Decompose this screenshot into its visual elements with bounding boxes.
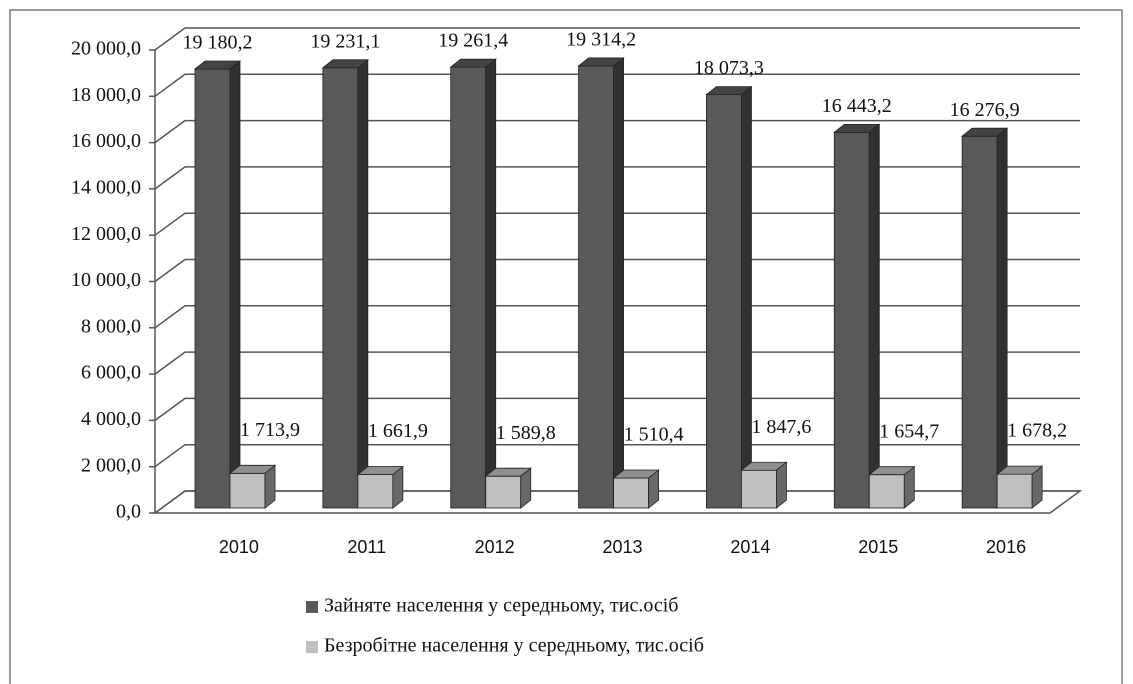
y-tick-label: 18 000,0 <box>71 84 141 106</box>
bar-top <box>228 464 277 474</box>
bar <box>449 58 497 509</box>
bar-front <box>961 135 998 509</box>
y-tick-label: 4 000,0 <box>81 408 141 430</box>
bar-top <box>484 467 532 477</box>
bar-front <box>485 475 522 509</box>
bar <box>833 123 881 509</box>
data-label: 16 276,9 <box>950 99 1020 121</box>
grid-line <box>154 351 1080 375</box>
grid-line <box>154 305 1080 329</box>
y-tick-label: 8 000,0 <box>81 315 141 337</box>
bar-front <box>357 474 394 509</box>
data-label: 19 261,4 <box>438 30 508 52</box>
bar-top <box>612 469 660 479</box>
bar-top <box>961 127 1009 137</box>
x-tick-label: 2015 <box>858 537 898 557</box>
bar-side <box>868 123 880 509</box>
bar <box>321 58 369 509</box>
x-tick-label: 2011 <box>347 537 386 557</box>
data-label: 18 073,3 <box>694 57 764 79</box>
bar-side <box>996 127 1008 509</box>
bar <box>996 465 1044 509</box>
bar-top <box>356 466 404 475</box>
bar-top <box>577 57 625 67</box>
y-tick-label: 20 000,0 <box>71 38 141 60</box>
y-tick-label: 14 000,0 <box>71 176 141 198</box>
bar-front <box>322 67 359 509</box>
grid-line <box>154 212 1080 236</box>
bar-front <box>229 472 266 509</box>
y-tick-label: 10 000,0 <box>71 269 141 291</box>
bar <box>868 465 916 509</box>
data-label: 1 847,6 <box>751 416 811 438</box>
bar-side <box>229 60 241 509</box>
bar-top <box>449 58 497 68</box>
y-tick-label: 0,0 <box>116 501 141 523</box>
grid-line <box>154 119 1080 144</box>
bar-top <box>868 466 916 476</box>
bar-front <box>996 473 1033 509</box>
data-label: 1 589,8 <box>496 422 556 444</box>
x-tick-label: 2010 <box>219 537 259 557</box>
bar <box>612 469 660 509</box>
bar-top <box>996 465 1044 475</box>
bar <box>484 467 532 509</box>
x-tick-label: 2016 <box>986 537 1026 557</box>
bar-front <box>833 131 870 509</box>
grid-line <box>154 166 1080 190</box>
legend-swatch <box>306 641 318 653</box>
bar-side <box>613 57 624 509</box>
bar-side <box>741 85 752 509</box>
data-label: 19 180,2 <box>183 32 253 54</box>
bar-front <box>741 469 777 509</box>
data-label: 16 443,2 <box>822 95 892 117</box>
y-tick-label: 2 000,0 <box>81 454 141 476</box>
bar-top <box>193 60 242 70</box>
x-tick-label: 2012 <box>475 537 515 557</box>
bar <box>193 60 242 509</box>
bar <box>228 464 277 509</box>
x-tick-label: 2014 <box>730 537 770 557</box>
grid-line <box>154 397 1080 422</box>
data-label: 1 678,2 <box>1007 420 1067 442</box>
data-label: 1 661,9 <box>368 420 428 442</box>
legend-label: Безробітне населення у середньому, тис.о… <box>324 635 704 657</box>
bar-front <box>868 474 905 509</box>
data-label: 1 654,7 <box>879 420 939 442</box>
bar-front <box>613 477 649 509</box>
bar-top <box>833 123 881 133</box>
bar-side <box>357 58 369 509</box>
data-label: 1 510,4 <box>624 424 684 446</box>
bar-top <box>705 86 753 96</box>
bar <box>740 461 788 509</box>
y-tick-label: 12 000,0 <box>71 223 141 245</box>
bar-front <box>578 65 614 509</box>
grid-line <box>154 73 1080 97</box>
data-label: 1 713,9 <box>240 419 300 441</box>
bar-top <box>740 461 788 471</box>
y-tick-label: 6 000,0 <box>81 362 141 384</box>
bar <box>577 57 625 509</box>
bar <box>356 465 404 509</box>
bar-front <box>194 68 231 509</box>
bar-front <box>706 94 742 509</box>
data-label: 19 231,1 <box>310 30 380 52</box>
grid-line <box>154 443 1080 468</box>
bar <box>961 127 1009 509</box>
x-tick-label: 2013 <box>602 537 642 557</box>
bar-side <box>485 58 497 509</box>
y-tick-label: 16 000,0 <box>71 130 141 152</box>
data-label: 19 314,2 <box>566 28 636 50</box>
legend-swatch <box>306 601 318 613</box>
legend-label: Зайняте населення у середньому, тис.осіб <box>324 595 678 617</box>
bar-front <box>450 66 487 509</box>
grid-line <box>154 27 1080 51</box>
bar-top <box>321 59 369 69</box>
grid-line <box>154 258 1080 283</box>
bar <box>705 85 753 509</box>
